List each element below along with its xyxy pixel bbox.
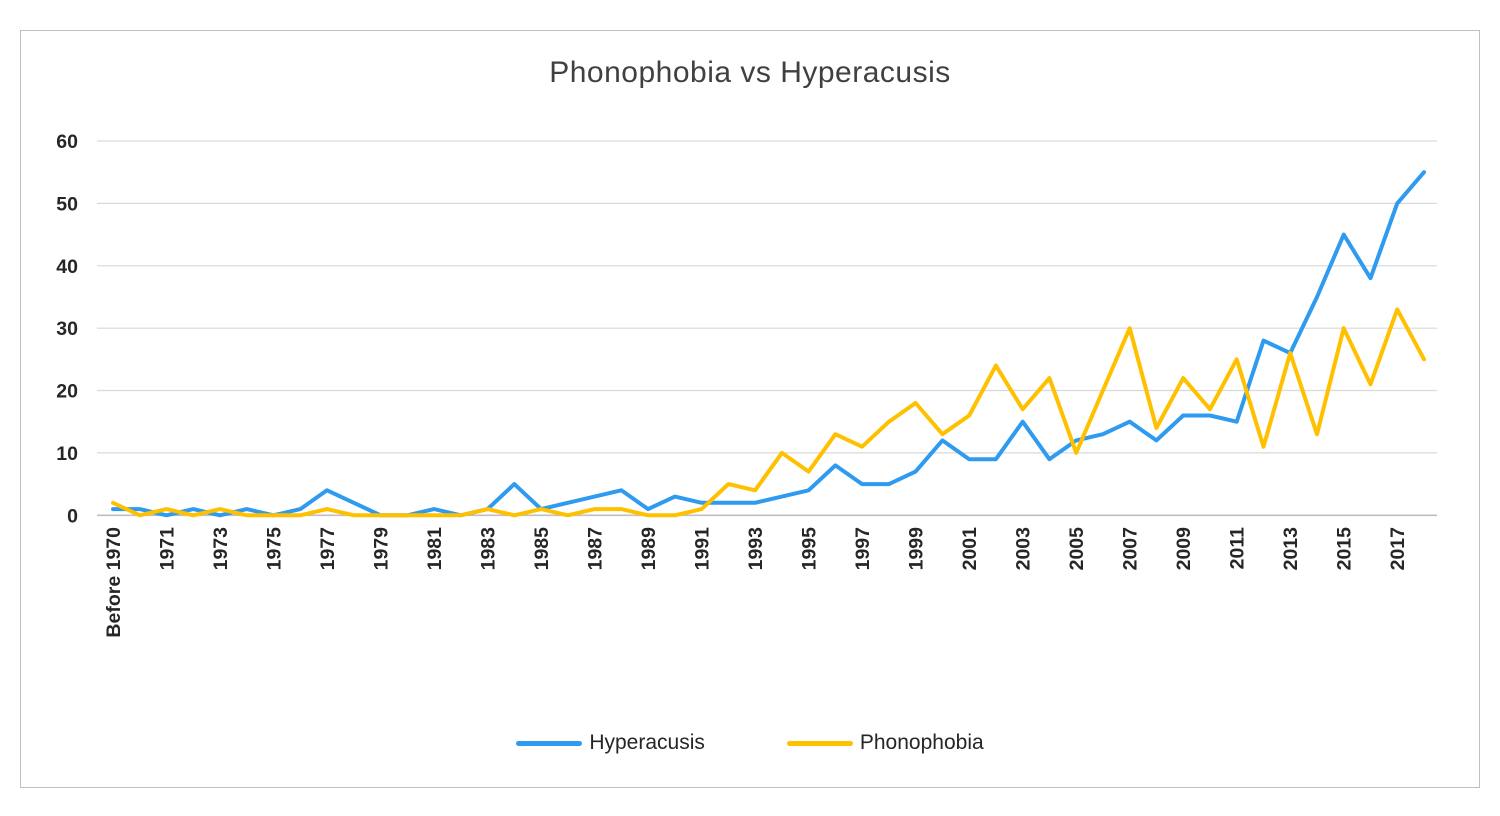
x-axis-tick-label: 2017 xyxy=(1387,527,1409,570)
y-axis-tick-label: 40 xyxy=(56,256,78,278)
y-axis-tick-label: 30 xyxy=(56,318,78,340)
x-axis-tick-label: 1997 xyxy=(852,527,874,570)
x-axis-tick-label: Before 1970 xyxy=(103,527,125,638)
x-axis-tick-label: 1995 xyxy=(799,527,821,571)
x-axis-tick-label: 1975 xyxy=(264,527,286,571)
x-axis-tick-label: 1989 xyxy=(638,527,660,571)
legend-item-hyperacusis: Hyperacusis xyxy=(516,731,705,755)
x-axis-tick-label: 1985 xyxy=(531,527,553,571)
x-axis-tick-label: 2009 xyxy=(1173,527,1195,571)
x-axis-tick-label: 1991 xyxy=(692,527,714,571)
x-axis-tick-label: 1999 xyxy=(906,527,928,571)
x-axis-tick-label: 2001 xyxy=(959,527,981,571)
x-axis-tick-label: 1987 xyxy=(585,527,607,570)
legend-label-phonophobia: Phonophobia xyxy=(859,731,984,754)
x-axis-tick-label: 1977 xyxy=(317,527,339,570)
hyperacusis-line xyxy=(111,170,1426,518)
x-axis-tick-label: 1973 xyxy=(210,527,232,571)
legend-item-phonophobia: Phonophobia xyxy=(786,731,984,755)
x-axis-tick-label: 2005 xyxy=(1066,527,1088,571)
y-axis-tick-label: 10 xyxy=(56,443,78,465)
hyperacusis-line-swatch xyxy=(516,740,583,746)
y-axis-tick-label: 20 xyxy=(56,381,78,403)
x-axis-tick-label: 1981 xyxy=(424,527,446,571)
x-axis-tick-label: 1971 xyxy=(157,527,179,571)
x-axis-tick-label: 2011 xyxy=(1227,527,1249,569)
x-axis-tick-label: 2003 xyxy=(1013,527,1035,571)
chart-frame xyxy=(20,30,1480,788)
y-axis-tick-label: 50 xyxy=(56,193,78,215)
chart-legend: Hyperacusis Phonophobia xyxy=(0,731,1500,755)
y-axis-tick-label: 0 xyxy=(67,505,78,527)
x-axis-tick-label: 2013 xyxy=(1280,527,1302,571)
x-axis-tick-label: 1979 xyxy=(371,527,393,571)
y-axis-tick-label: 60 xyxy=(56,131,78,153)
phonophobia-line-swatch xyxy=(786,740,853,746)
x-axis-tick-label: 1993 xyxy=(745,527,767,571)
x-axis-tick-label: 1983 xyxy=(478,527,500,571)
x-axis-tick-label: 2007 xyxy=(1120,527,1142,570)
phonophobia-line xyxy=(111,307,1426,518)
legend-label-hyperacusis: Hyperacusis xyxy=(589,731,705,754)
x-axis-tick-label: 2015 xyxy=(1334,527,1356,571)
chart-title: Phonophobia vs Hyperacusis xyxy=(549,56,951,89)
